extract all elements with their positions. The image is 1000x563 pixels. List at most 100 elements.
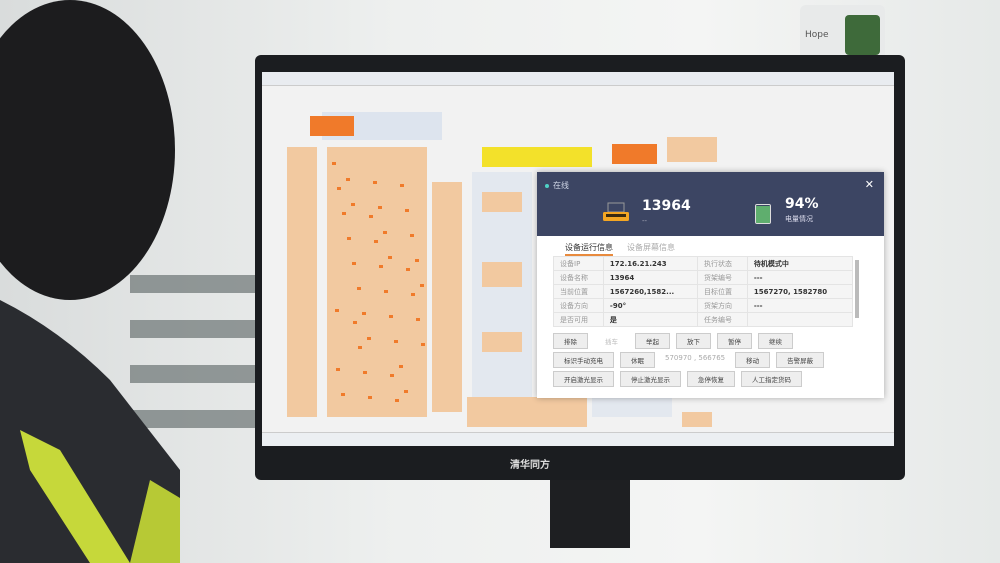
field-value <box>746 312 854 327</box>
taskbar[interactable] <box>262 432 894 446</box>
shelf-block[interactable] <box>467 397 587 427</box>
field-label: 目标位置 <box>696 284 748 299</box>
robot-marker[interactable] <box>388 256 392 259</box>
highlight-block[interactable] <box>482 147 592 167</box>
table-row: 设备IP 172.16.21.243 执行状态 待机模式中 <box>553 256 854 271</box>
robot-marker[interactable] <box>404 390 408 393</box>
action-button[interactable]: 停止激光显示 <box>620 371 681 387</box>
robot-marker[interactable] <box>346 178 350 181</box>
shelf-block[interactable] <box>667 137 717 162</box>
shelf-block[interactable] <box>287 147 317 417</box>
robot-marker[interactable] <box>358 346 362 349</box>
action-button[interactable]: 继续 <box>758 333 793 349</box>
robot-marker[interactable] <box>399 365 403 368</box>
robot-marker[interactable] <box>337 187 341 190</box>
robot-marker[interactable] <box>415 259 419 262</box>
shelf-block[interactable] <box>482 192 522 212</box>
robot-marker[interactable] <box>347 237 351 240</box>
robot-marker[interactable] <box>410 234 414 237</box>
robot-marker[interactable] <box>416 318 420 321</box>
robot-marker[interactable] <box>357 287 361 290</box>
action-button[interactable]: 移动 <box>735 352 771 368</box>
field-label: 是否可用 <box>553 312 604 327</box>
robot-marker[interactable] <box>332 162 336 165</box>
robot-marker[interactable] <box>342 212 346 215</box>
robot-marker[interactable] <box>383 231 387 234</box>
robot-marker[interactable] <box>336 368 340 371</box>
browser-tab-bar[interactable] <box>262 72 894 86</box>
robot-marker[interactable] <box>341 393 345 396</box>
button-row: 开启激光显示 停止激光显示 急停恢复 人工指定货码 <box>553 371 884 387</box>
coordinate-input[interactable]: 570970 , 566765 <box>665 354 726 362</box>
action-button[interactable]: 告警屏蔽 <box>776 352 825 368</box>
robot-marker[interactable] <box>420 284 424 287</box>
robot-marker[interactable] <box>400 184 404 187</box>
robot-marker[interactable] <box>389 315 393 318</box>
action-button[interactable]: 放下 <box>676 333 711 349</box>
robot-marker[interactable] <box>369 215 373 218</box>
shelf-block[interactable] <box>482 262 522 287</box>
tab-device-run-info[interactable]: 设备运行信息 <box>565 242 613 256</box>
robot-marker[interactable] <box>405 209 409 212</box>
action-button[interactable]: 举起 <box>635 333 670 349</box>
screen: 在线 ✕ 13964 -- 94% 电量情况 设备运行信息 设备屏幕信息 设备I… <box>262 72 894 446</box>
robot-marker[interactable] <box>351 203 355 206</box>
window-blind <box>130 320 270 338</box>
shelf-block[interactable] <box>682 412 712 427</box>
button-row: 排除 插车 举起 放下 暂停 继续 <box>553 333 884 349</box>
status-indicator: 在线 <box>545 180 569 191</box>
shelf-block[interactable] <box>482 332 522 352</box>
action-button[interactable]: 急停恢复 <box>687 371 735 387</box>
robot-marker[interactable] <box>379 265 383 268</box>
robot-marker[interactable] <box>394 340 398 343</box>
robot-marker[interactable] <box>367 337 371 340</box>
robot-marker[interactable] <box>395 399 399 402</box>
shelf-block[interactable] <box>327 147 427 417</box>
action-button[interactable]: 排除 <box>553 333 588 349</box>
aisle-block[interactable] <box>592 397 672 417</box>
action-button[interactable]: 暂停 <box>717 333 752 349</box>
action-button[interactable]: 标识手动充电 <box>553 352 614 368</box>
device-subtitle: -- <box>642 217 648 225</box>
robot-marker[interactable] <box>368 396 372 399</box>
robot-marker[interactable] <box>390 374 394 377</box>
window-blind <box>130 365 270 383</box>
robot-marker[interactable] <box>373 181 377 184</box>
robot-marker[interactable] <box>411 293 415 296</box>
shelf-block[interactable] <box>432 182 462 412</box>
close-icon[interactable]: ✕ <box>864 178 874 191</box>
robot-marker[interactable] <box>374 240 378 243</box>
robot-marker[interactable] <box>335 309 339 312</box>
robot-marker[interactable] <box>406 268 410 271</box>
robot-marker[interactable] <box>353 321 357 324</box>
robot-marker[interactable] <box>378 206 382 209</box>
robot-marker[interactable] <box>363 371 367 374</box>
action-button[interactable]: 休眠 <box>620 352 655 368</box>
action-button[interactable]: 人工指定货码 <box>741 371 802 387</box>
battery-fill <box>756 206 770 223</box>
highlight-block[interactable] <box>612 144 657 164</box>
warehouse-map[interactable] <box>282 102 882 432</box>
field-value: --- <box>746 298 854 313</box>
battery-percent: 94% <box>785 196 819 212</box>
table-row: 设备名称 13964 货架编号 --- <box>553 270 854 285</box>
field-label: 货架编号 <box>696 270 748 285</box>
robot-marker[interactable] <box>384 290 388 293</box>
person-silhouette <box>0 0 180 563</box>
field-label: 当前位置 <box>553 284 604 299</box>
highlight-block[interactable] <box>310 116 354 136</box>
field-value: 1567260,1582... <box>602 284 698 299</box>
field-value: 是 <box>602 312 698 327</box>
robot-marker[interactable] <box>362 312 366 315</box>
field-label: 设备方向 <box>553 298 604 313</box>
robot-marker[interactable] <box>352 262 356 265</box>
scrollbar[interactable] <box>855 260 859 318</box>
action-button[interactable]: 开启激光显示 <box>553 371 614 387</box>
action-button[interactable]: 插车 <box>594 333 629 349</box>
status-text: 在线 <box>553 181 569 190</box>
robot-marker[interactable] <box>421 343 425 346</box>
robot-device-icon <box>603 202 629 221</box>
tab-device-screen-info[interactable]: 设备屏幕信息 <box>627 243 675 252</box>
field-label: 任务编号 <box>696 312 748 327</box>
